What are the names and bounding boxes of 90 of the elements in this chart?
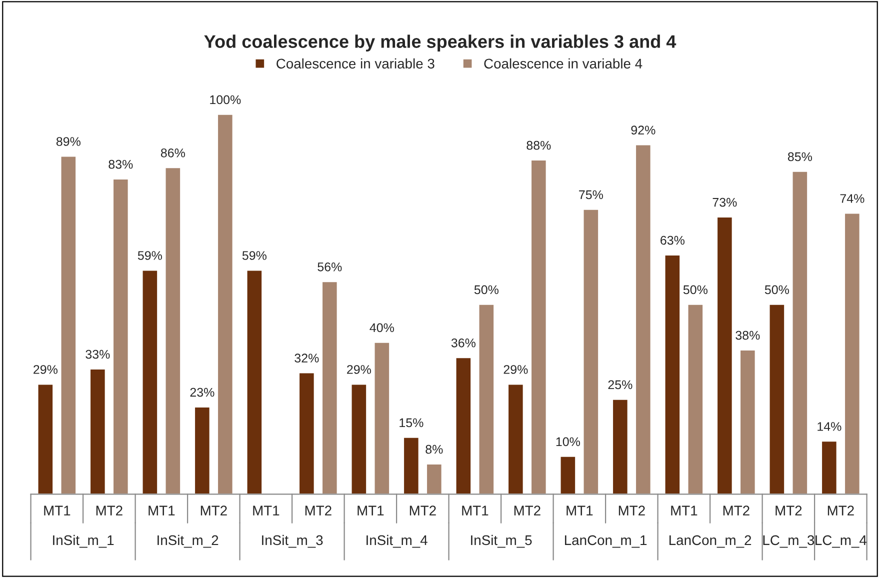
x-tick-label: MT1 xyxy=(462,506,488,516)
data-label: 59% xyxy=(242,251,266,260)
bar xyxy=(559,455,576,494)
text: InSit_m_5 xyxy=(471,534,532,548)
text: LC_m_4 xyxy=(816,535,867,548)
x-tick-label: MT1 xyxy=(44,506,70,516)
data-label: 10% xyxy=(556,437,580,446)
x-tick-label: MT2 xyxy=(618,506,645,516)
data-label: 29% xyxy=(347,365,371,374)
bar xyxy=(60,155,77,494)
bar xyxy=(768,304,786,494)
data-label: 25% xyxy=(608,380,632,390)
x-tick-label: MT2 xyxy=(828,506,854,516)
bar xyxy=(89,368,106,494)
bar xyxy=(716,216,734,494)
data-label: 86% xyxy=(160,148,185,158)
data-label: 32% xyxy=(294,354,319,363)
data-label: 29% xyxy=(504,365,528,374)
data-label: 92% xyxy=(631,126,656,135)
data-label: 50% xyxy=(764,285,789,294)
legend-label: Coalescence in variable 4 xyxy=(484,58,642,69)
text: InSit_m_1 xyxy=(53,534,114,548)
data-label: 85% xyxy=(788,152,812,162)
bar xyxy=(350,383,368,494)
data-label: 88% xyxy=(526,140,551,150)
text: LanCon_m_1 xyxy=(564,535,647,548)
data-label: 74% xyxy=(840,194,864,203)
bar xyxy=(612,398,629,494)
bar xyxy=(194,406,211,494)
data-label: 75% xyxy=(579,190,603,200)
data-label: 40% xyxy=(370,323,394,332)
x-tick-label: MT2 xyxy=(776,506,802,516)
data-label: 23% xyxy=(190,388,214,397)
x-tick-label: MT2 xyxy=(200,506,227,516)
x-tick-label: MT1 xyxy=(358,506,384,516)
bar xyxy=(686,304,704,494)
bar xyxy=(791,170,808,494)
chart-title: Yod coalescence by male speakers in variables 3 and 4 xyxy=(204,34,676,52)
data-label: 8% xyxy=(426,444,443,454)
text: InSit_m_4 xyxy=(366,534,428,548)
x-tick-label: MT2 xyxy=(410,506,436,516)
bar xyxy=(582,208,600,494)
data-label: 36% xyxy=(451,338,476,348)
data-label: 59% xyxy=(138,251,162,260)
x-tick-label: MT2 xyxy=(723,506,750,516)
bar xyxy=(507,383,524,494)
data-label: 29% xyxy=(34,365,58,374)
bar xyxy=(478,304,495,494)
data-label: 14% xyxy=(818,422,842,431)
data-label: 15% xyxy=(400,418,424,428)
x-tick-label: MT2 xyxy=(514,506,540,516)
data-label: 33% xyxy=(86,350,110,359)
data-label: 73% xyxy=(712,198,737,207)
bar xyxy=(820,440,838,494)
bar xyxy=(164,166,182,494)
bar xyxy=(298,372,316,494)
bar xyxy=(216,114,234,494)
bar xyxy=(426,463,443,494)
data-label: 50% xyxy=(474,285,498,294)
bar xyxy=(664,254,681,494)
data-label: 83% xyxy=(108,160,133,169)
bar xyxy=(373,342,390,494)
data-label: 56% xyxy=(318,262,342,272)
text: LC_m_3 xyxy=(763,535,814,548)
data-label: 100% xyxy=(210,95,241,104)
data-label: 38% xyxy=(736,330,760,340)
bar xyxy=(844,212,861,494)
x-tick-label: MT1 xyxy=(253,506,280,516)
data-label: 50% xyxy=(683,285,708,294)
x-tick-label: MT2 xyxy=(305,506,332,516)
bar xyxy=(530,159,548,494)
text: LanCon_m_2 xyxy=(669,535,752,548)
bar xyxy=(112,178,130,494)
bar xyxy=(321,280,338,494)
bar xyxy=(454,356,472,494)
x-tick-label: MT2 xyxy=(96,506,122,516)
bar xyxy=(246,269,263,494)
text: InSit_m_3 xyxy=(262,534,323,548)
legend-label: Coalescence in variable 3 xyxy=(276,58,434,69)
text: InSit_m_2 xyxy=(158,534,218,548)
data-label: 63% xyxy=(660,236,684,245)
bar xyxy=(739,349,756,494)
data-label: 89% xyxy=(56,137,80,146)
x-tick-label: MT1 xyxy=(148,506,175,516)
x-tick-label: MT1 xyxy=(671,506,698,516)
x-tick-label: MT1 xyxy=(566,506,593,516)
bar xyxy=(36,383,54,494)
bar xyxy=(141,269,158,494)
bar xyxy=(634,144,652,494)
bar xyxy=(402,436,420,494)
